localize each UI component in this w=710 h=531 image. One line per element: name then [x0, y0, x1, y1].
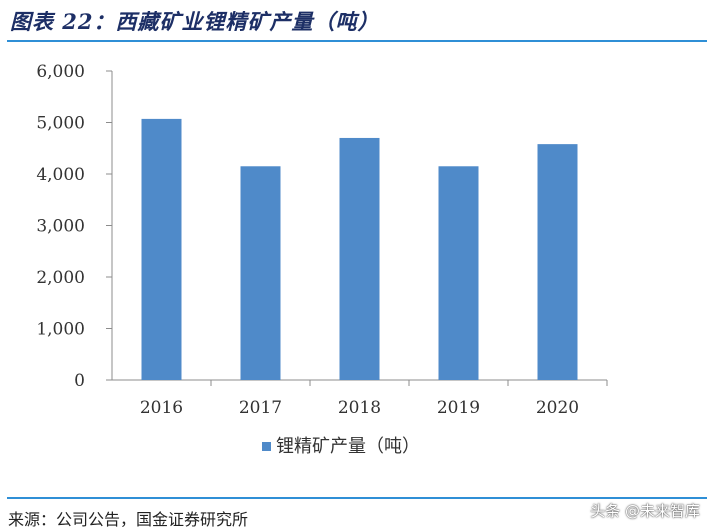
source-note: 来源：公司公告，国金证券研究所 — [8, 510, 249, 529]
y-tick-label: 2,000 — [36, 268, 85, 288]
x-tick-label: 2019 — [437, 398, 480, 418]
bar-2016 — [141, 118, 182, 381]
bar-2020 — [537, 144, 578, 380]
footer-divider — [7, 497, 707, 499]
x-tick-label: 2016 — [140, 398, 183, 418]
x-tick-label: 2020 — [536, 398, 579, 418]
y-tick-label: 1,000 — [36, 320, 85, 340]
y-tick-label: 0 — [74, 371, 85, 391]
y-tick-label: 6,000 — [36, 62, 85, 82]
y-tick-label: 4,000 — [36, 165, 85, 185]
bar-2017 — [240, 166, 281, 380]
bar-2018 — [339, 137, 380, 380]
y-tick-label: 5,000 — [36, 114, 85, 134]
x-tick-label: 2017 — [239, 398, 282, 418]
watermark: 头条 @未来智库 — [590, 502, 700, 520]
legend-swatch — [262, 442, 271, 451]
chart-title: 图表 22：西藏矿业锂精矿产量（吨） — [10, 9, 380, 34]
y-tick-label: 3,000 — [36, 217, 85, 237]
bar-2019 — [438, 166, 479, 380]
title-divider — [7, 40, 707, 42]
x-tick-label: 2018 — [338, 398, 381, 418]
legend-label: 锂精矿产量（吨） — [276, 436, 420, 457]
chart-bars — [141, 118, 578, 381]
chart-legend: 锂精矿产量（吨） — [262, 436, 420, 457]
bar-chart: 0 1,000 2,000 3,000 4,000 5,000 6,000 2016 2017 2… — [36, 62, 608, 457]
chart-axes: 0 1,000 2,000 3,000 4,000 5,000 6,000 2016 2017 2… — [36, 62, 608, 418]
